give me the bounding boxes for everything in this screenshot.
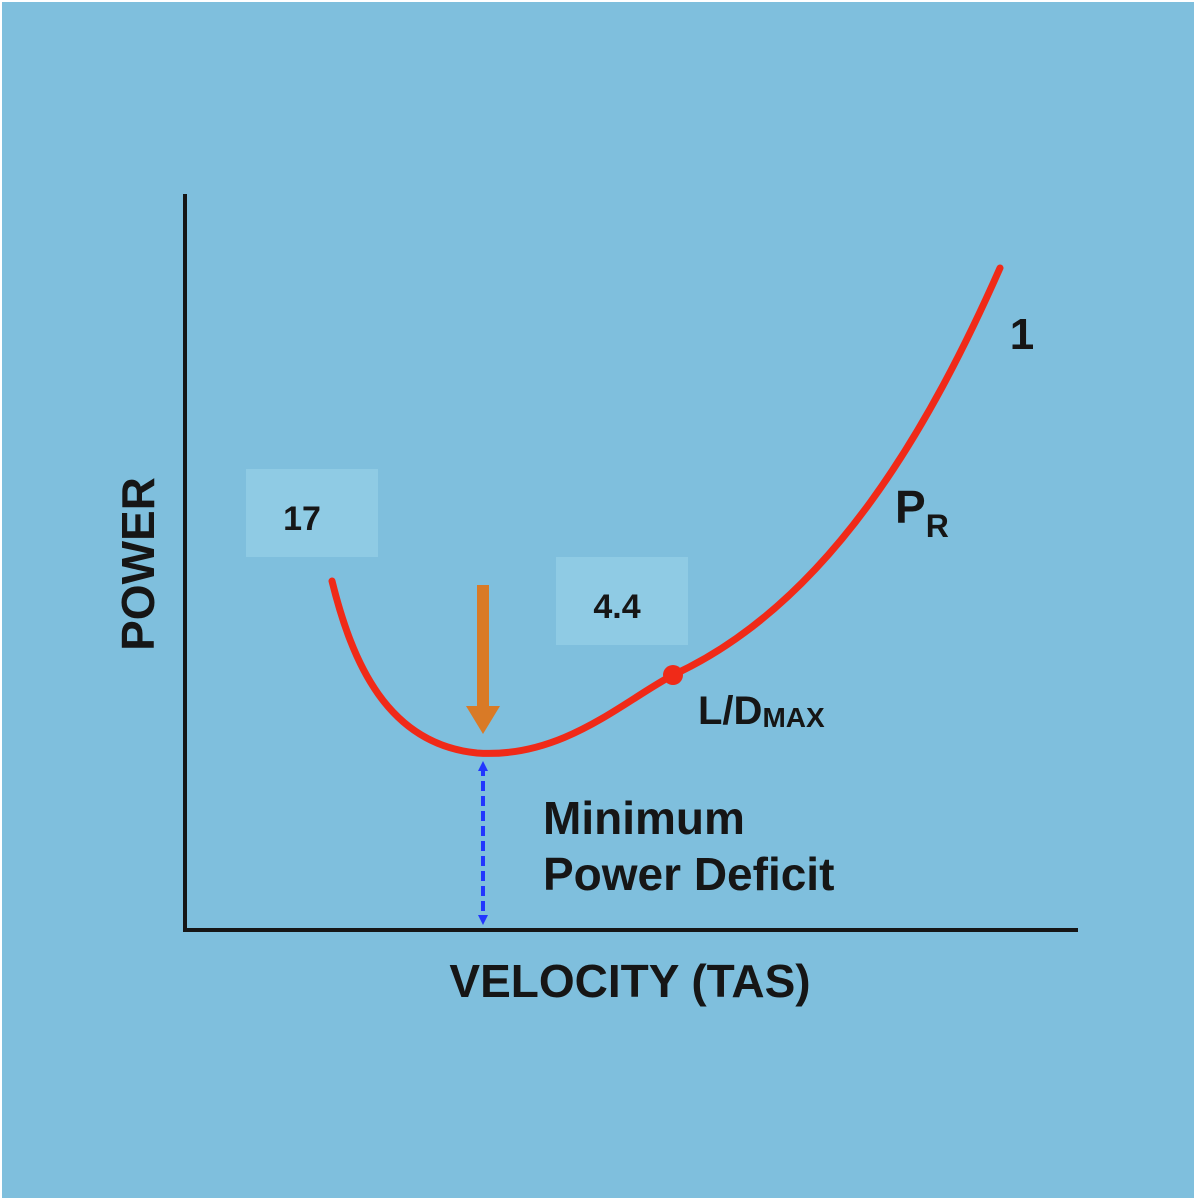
- label-1: 1: [1010, 310, 1034, 359]
- box-4-4: [556, 557, 688, 645]
- y-axis-label: POWER: [112, 477, 164, 651]
- curve-name-main: P: [895, 481, 926, 533]
- box-17: [246, 469, 378, 557]
- curve-name-label: PR: [895, 481, 949, 544]
- ld-max-label: L/DMAX: [698, 689, 825, 733]
- curve-name-sub: R: [926, 508, 949, 544]
- minimum-power-arrow: [466, 585, 500, 734]
- deficit-label-line1: Minimum: [543, 792, 745, 844]
- x-axis-label: VELOCITY (TAS): [449, 955, 810, 1007]
- label-17: 17: [283, 500, 321, 538]
- ld-max-sub: MAX: [762, 702, 825, 733]
- ld-max-point: [663, 665, 683, 685]
- ld-max-main: L/D: [698, 689, 762, 733]
- deficit-label-line2: Power Deficit: [543, 848, 834, 900]
- power-required-curve: [328, 264, 1004, 757]
- label-4-4: 4.4: [593, 588, 640, 626]
